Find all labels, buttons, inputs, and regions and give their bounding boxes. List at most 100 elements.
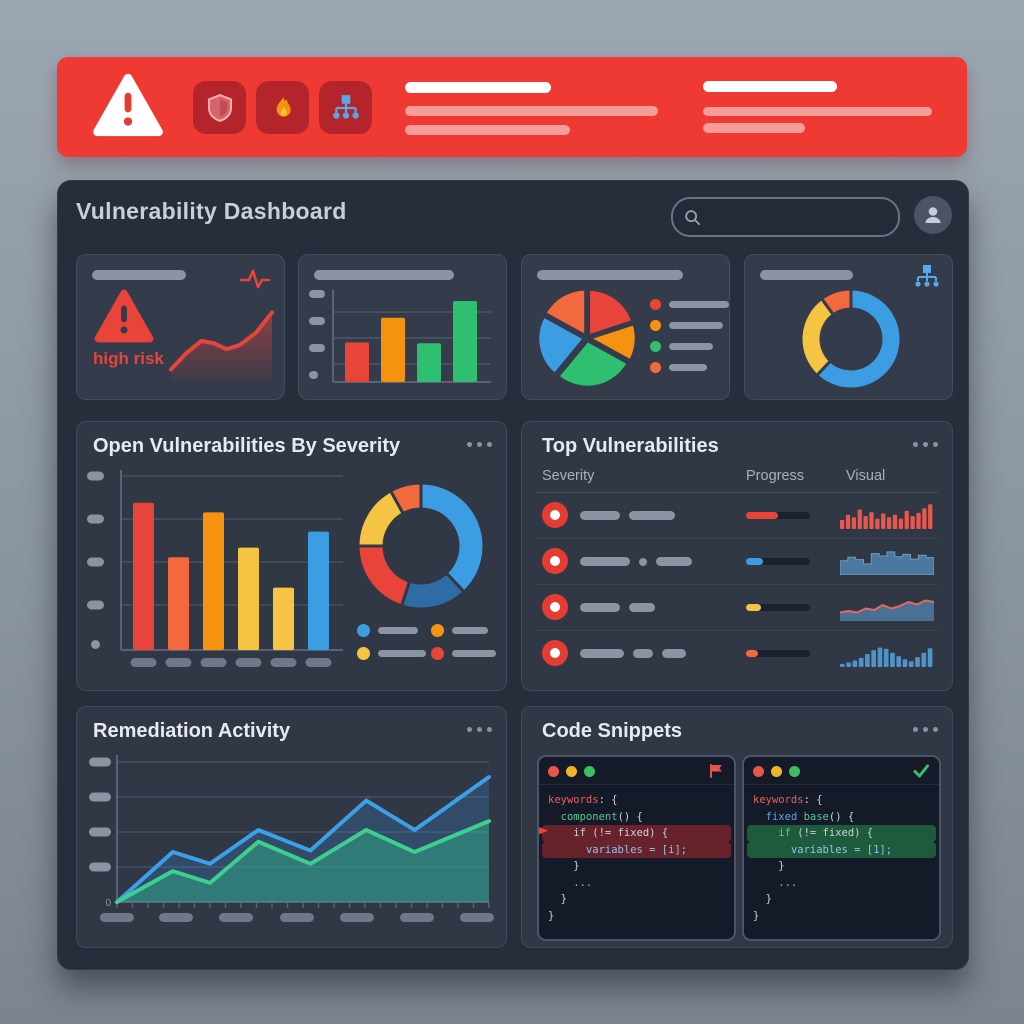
code-line: }	[548, 909, 555, 922]
code-line: if (!= fixed) {	[539, 825, 731, 842]
legend-item	[431, 624, 505, 637]
mini-bar-chart	[309, 290, 491, 383]
menu-dots-button[interactable]	[467, 727, 492, 732]
page-title: Vulnerability Dashboard	[76, 198, 347, 224]
severity-legend	[357, 624, 505, 660]
column-header-visual: Visual	[846, 468, 886, 484]
shield-icon	[207, 93, 232, 122]
code-snippet-card: keywords: { component() { if (!= fixed) …	[537, 755, 736, 941]
legend-dot	[431, 647, 444, 660]
search-input[interactable]	[701, 199, 898, 235]
panel-severity: Open Vulnerabilities By Severity	[76, 421, 507, 691]
stat-card-bar-chart[interactable]	[298, 254, 507, 400]
legend-item	[431, 647, 505, 660]
code-line: }	[548, 893, 567, 905]
code-card-header	[539, 757, 734, 785]
legend-item	[357, 647, 431, 660]
code-line: component() {	[560, 810, 643, 823]
panel-top-vulnerabilities: Top Vulnerabilities Severity Progress Vi…	[521, 421, 953, 691]
severity-badge	[542, 548, 568, 574]
traffic-light-green	[584, 766, 595, 777]
title-placeholder	[537, 270, 683, 280]
warning-triangle-icon	[93, 73, 163, 137]
sparkline-chart	[840, 551, 934, 575]
table-row[interactable]	[536, 631, 938, 676]
severity-badge	[542, 594, 568, 620]
table-row[interactable]	[536, 539, 938, 585]
risk-trend-chart	[169, 310, 274, 381]
severity-bar-chart	[87, 470, 343, 667]
flame-icon	[276, 93, 291, 117]
vulnerability-name-placeholder	[580, 511, 675, 520]
banner-text-placeholder	[703, 107, 932, 116]
table-row[interactable]	[536, 493, 938, 539]
banner-headline-placeholder	[405, 82, 551, 93]
bookmark-marker-icon	[539, 827, 548, 835]
vulnerability-name-placeholder	[580, 649, 686, 658]
severity-donut-chart	[356, 481, 486, 611]
hierarchy-chip-button[interactable]	[319, 81, 372, 134]
code-line: ...	[753, 876, 798, 889]
banner-headline-placeholder	[703, 81, 837, 92]
pie-chart	[536, 288, 638, 389]
title-placeholder	[92, 270, 186, 280]
hierarchy-icon	[915, 265, 939, 287]
code-line: }	[753, 860, 785, 872]
legend-item	[650, 320, 729, 331]
menu-dots-button[interactable]	[913, 442, 938, 447]
panel-title: Code Snippets	[542, 720, 683, 742]
legend-label-placeholder	[669, 364, 707, 371]
banner-text-placeholder	[405, 106, 658, 116]
legend-dot	[357, 647, 370, 660]
remediation-line-chart: 0	[89, 755, 494, 922]
legend-item	[650, 341, 729, 352]
legend-dot	[650, 320, 661, 331]
legend-label-placeholder	[669, 301, 729, 308]
stat-card-high-risk[interactable]: high risk	[76, 254, 285, 400]
pulse-icon	[239, 269, 271, 289]
code-line: keywords: {	[753, 794, 823, 806]
traffic-light-yellow	[771, 766, 782, 777]
vulnerability-name-placeholder	[580, 603, 655, 612]
svg-text:0: 0	[105, 898, 111, 909]
panel-remediation: Remediation Activity 0	[76, 706, 507, 948]
code-line: variables = [i];	[542, 841, 731, 858]
code-line: }	[753, 909, 760, 922]
high-risk-label: high risk	[93, 349, 164, 368]
flame-chip-button[interactable]	[256, 81, 309, 134]
traffic-light-yellow	[566, 766, 577, 777]
user-icon	[925, 207, 941, 223]
progress-bar	[746, 650, 810, 657]
menu-dots-button[interactable]	[467, 442, 492, 447]
severity-badge	[542, 502, 568, 528]
title-placeholder	[314, 270, 454, 280]
avatar[interactable]	[914, 196, 952, 234]
stat-card-donut-chart[interactable]	[744, 254, 953, 400]
search-bar[interactable]	[671, 197, 900, 237]
column-header-progress: Progress	[746, 468, 805, 484]
shield-chip-button[interactable]	[193, 81, 246, 134]
menu-dots-button[interactable]	[913, 727, 938, 732]
code-line: }	[548, 860, 580, 872]
panel-title: Top Vulnerabilities	[542, 435, 719, 457]
panel-title: Remediation Activity	[93, 720, 291, 742]
code-line: }	[753, 893, 772, 905]
legend-dot	[650, 341, 661, 352]
column-header-severity: Severity	[542, 468, 595, 484]
legend-label-placeholder	[378, 627, 418, 634]
check-icon	[913, 764, 929, 778]
banner-text-placeholder	[703, 123, 805, 133]
sparkline-chart	[840, 647, 933, 667]
legend-label-placeholder	[669, 343, 713, 350]
code-line: variables = [1];	[747, 841, 936, 858]
code-line: if (!= fixed) {	[747, 825, 936, 842]
dashboard-panel: Vulnerability Dashboard	[57, 180, 969, 970]
code-snippet-card: keywords: { fixed base() { if (!= fixed)…	[742, 755, 941, 941]
code-card-header	[744, 757, 939, 785]
progress-bar	[746, 558, 810, 565]
sparkline-chart	[840, 599, 934, 621]
code-line: keywords: {	[548, 794, 618, 806]
legend-item	[357, 624, 431, 637]
stat-card-pie-chart[interactable]	[521, 254, 730, 400]
table-row[interactable]	[536, 585, 938, 631]
